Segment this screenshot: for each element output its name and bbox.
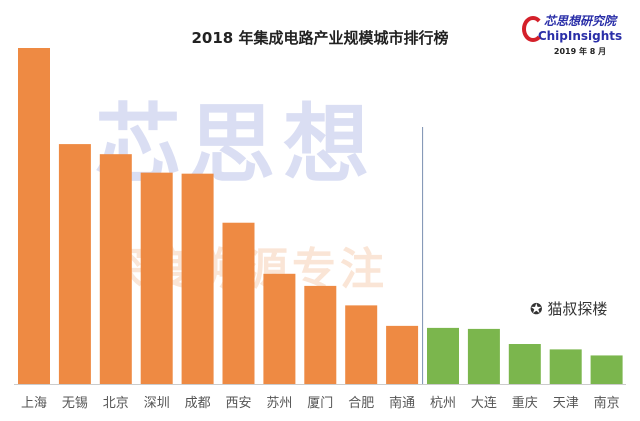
logo-en: ChipInsights: [537, 29, 623, 43]
x-tick-label: 上海: [21, 396, 47, 411]
bar-西安: [222, 222, 255, 384]
bar-杭州: [427, 327, 459, 384]
x-tick-label: 北京: [103, 396, 129, 411]
wechat-icon: ✪: [530, 300, 548, 318]
x-tick-label: 无锡: [62, 396, 88, 411]
bar-合肥: [345, 305, 378, 384]
x-tick-label: 西安: [225, 396, 251, 411]
bar-无锡: [58, 144, 91, 384]
bar-南京: [590, 355, 623, 384]
wechat-watermark: ✪ 猫叔探楼: [530, 300, 607, 318]
wechat-name: 猫叔探楼: [547, 300, 608, 318]
bar-北京: [99, 154, 132, 384]
logo-c-icon: [522, 16, 544, 42]
x-tick-label: 重庆: [512, 395, 538, 411]
bar-深圳: [140, 172, 173, 384]
x-tick-label: 南京: [594, 395, 620, 411]
bar-重庆: [508, 344, 541, 384]
watermark-main: 芯思想: [95, 95, 377, 195]
bar-苏州: [263, 273, 296, 384]
bar-厦门: [304, 285, 337, 384]
x-tick-label: 厦门: [307, 396, 333, 411]
x-tick-label: 苏州: [266, 395, 292, 411]
logo-cn: 芯思想研究院: [543, 14, 616, 28]
bar-天津: [549, 349, 582, 384]
bar-上海: [18, 48, 50, 384]
bar-大连: [467, 328, 500, 384]
x-tick-label: 成都: [185, 396, 211, 411]
x-tick-label: 合肥: [348, 396, 374, 411]
x-tick-label: 杭州: [430, 396, 456, 411]
bar-成都: [181, 173, 214, 384]
x-tick-label: 大连: [471, 395, 497, 411]
bar-南通: [386, 325, 419, 384]
chipinsights-logo: 芯思想研究院 ChipInsights 2019 年 8 月: [522, 14, 638, 57]
x-tick-label: 深圳: [144, 396, 170, 411]
logo-date: 2019 年 8 月: [553, 47, 607, 56]
x-tick-label: 南通: [389, 395, 415, 411]
x-tick-label: 天津: [553, 396, 579, 411]
chart-title: 2018 年集成电路产业规模城市排行榜: [191, 29, 449, 47]
